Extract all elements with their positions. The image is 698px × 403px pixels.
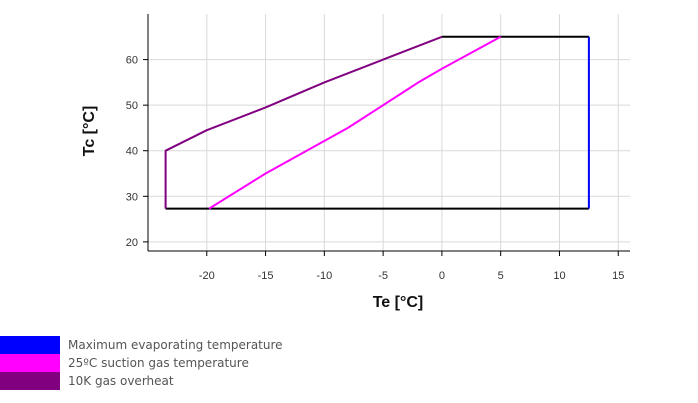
- y-axis-title: Tc [°C]: [81, 106, 98, 157]
- envelope-chart: -20 -15 -10 -5 0 5 10 15 20 30 40 50 60 Te [°C] Tc […: [81, 14, 630, 311]
- x-tick-label: 15: [612, 270, 624, 282]
- x-tick-label: -20: [199, 270, 215, 282]
- legend-label-gas-overheat: 10K gas overheat: [68, 374, 174, 388]
- legend-item-max-evaporating: Maximum evaporating temperature: [0, 336, 283, 354]
- legend: Maximum evaporating temperature 25ºC suc…: [0, 336, 283, 390]
- y-tick-label: 60: [126, 55, 138, 67]
- legend-label-suction-gas: 25ºC suction gas temperature: [68, 356, 249, 370]
- legend-item-suction-gas: 25ºC suction gas temperature: [0, 354, 283, 372]
- x-tick-label: -5: [378, 270, 388, 282]
- y-tick-label: 30: [126, 191, 138, 203]
- axes: [143, 14, 630, 256]
- grid: [148, 14, 630, 251]
- series-lines: [164, 35, 590, 210]
- legend-item-gas-overheat: 10K gas overheat: [0, 372, 283, 390]
- x-tick-label: 10: [553, 270, 565, 282]
- y-tick-label: 40: [126, 146, 138, 158]
- series-line-suction-gas: [208, 35, 502, 210]
- y-tick-label: 20: [126, 237, 138, 249]
- x-tick-label: -15: [258, 270, 274, 282]
- series-line-gas-overheat: [164, 35, 443, 209]
- legend-swatch-suction-gas: [0, 354, 60, 372]
- legend-label-max-evaporating: Maximum evaporating temperature: [68, 338, 283, 352]
- tick-labels: -20 -15 -10 -5 0 5 10 15 20 30 40 50 60: [126, 55, 625, 282]
- legend-swatch-gas-overheat: [0, 372, 60, 390]
- y-tick-label: 50: [126, 100, 138, 112]
- x-tick-label: -10: [316, 270, 332, 282]
- x-tick-label: 0: [439, 270, 445, 282]
- x-axis-title: Te [°C]: [373, 294, 424, 311]
- x-tick-label: 5: [498, 270, 504, 282]
- legend-swatch-max-evaporating: [0, 336, 60, 354]
